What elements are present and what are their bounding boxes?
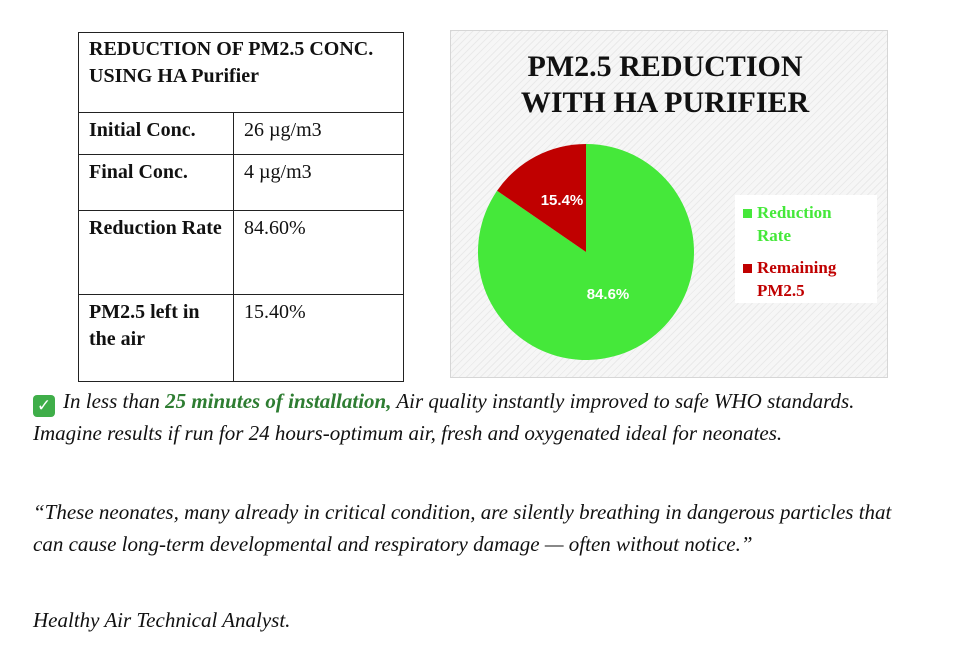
legend-label: Reduction Rate (757, 203, 832, 245)
pm25-data-table: REDUCTION OF PM2.5 CONC. USING HA Purifi… (78, 32, 404, 382)
quote-paragraph: “These neonates, many already in critica… (33, 500, 892, 556)
table-row: Final Conc. 4 µg/m3 (78, 154, 404, 211)
row-label: Reduction Rate (78, 210, 234, 295)
row-value: 4 µg/m3 (233, 154, 404, 211)
pie-slice-remaining (497, 144, 586, 252)
chart-title: PM2.5 REDUCTION WITH HA PURIFIER (520, 50, 810, 119)
installation-time-highlight: 25 minutes of installation, (165, 389, 392, 413)
row-value: 84.60% (233, 210, 404, 295)
summary-paragraph: ✓ In less than 25 minutes of installation… (33, 385, 903, 449)
legend-item-remaining: Remaining PM2.5 (743, 256, 873, 302)
legend-label: Remaining PM2.5 (757, 258, 837, 300)
legend-swatch (743, 264, 752, 273)
row-value: 26 µg/m3 (233, 112, 404, 155)
slice-data-label: 84.6% (587, 286, 630, 303)
row-label: Final Conc. (78, 154, 234, 211)
slice-data-label: 15.4% (541, 192, 584, 209)
table-header: REDUCTION OF PM2.5 CONC. USING HA Purifi… (78, 32, 404, 113)
table-row: Initial Conc. 26 µg/m3 (78, 112, 404, 155)
table-row: PM2.5 left in the air 15.40% (78, 294, 404, 382)
table-row: Reduction Rate 84.60% (78, 210, 404, 295)
check-mark-icon: ✓ (33, 395, 55, 417)
pie-chart: 84.6% 15.4% (478, 144, 694, 360)
summary-body: Air quality instantly improved to safe W… (33, 389, 855, 445)
row-label: Initial Conc. (78, 112, 234, 155)
attribution: Healthy Air Technical Analyst. (33, 608, 291, 632)
summary-intro: In less than (63, 389, 166, 413)
legend-swatch (743, 209, 752, 218)
row-value: 15.40% (233, 294, 404, 382)
pie-chart-panel: 84.6% 15.4% PM2.5 REDUCTION WITH HA PURIF… (450, 30, 888, 378)
row-label: PM2.5 left in the air (78, 294, 234, 382)
chart-legend: Reduction Rate Remaining PM2.5 (735, 195, 877, 303)
legend-item-reduction: Reduction Rate (743, 201, 873, 247)
